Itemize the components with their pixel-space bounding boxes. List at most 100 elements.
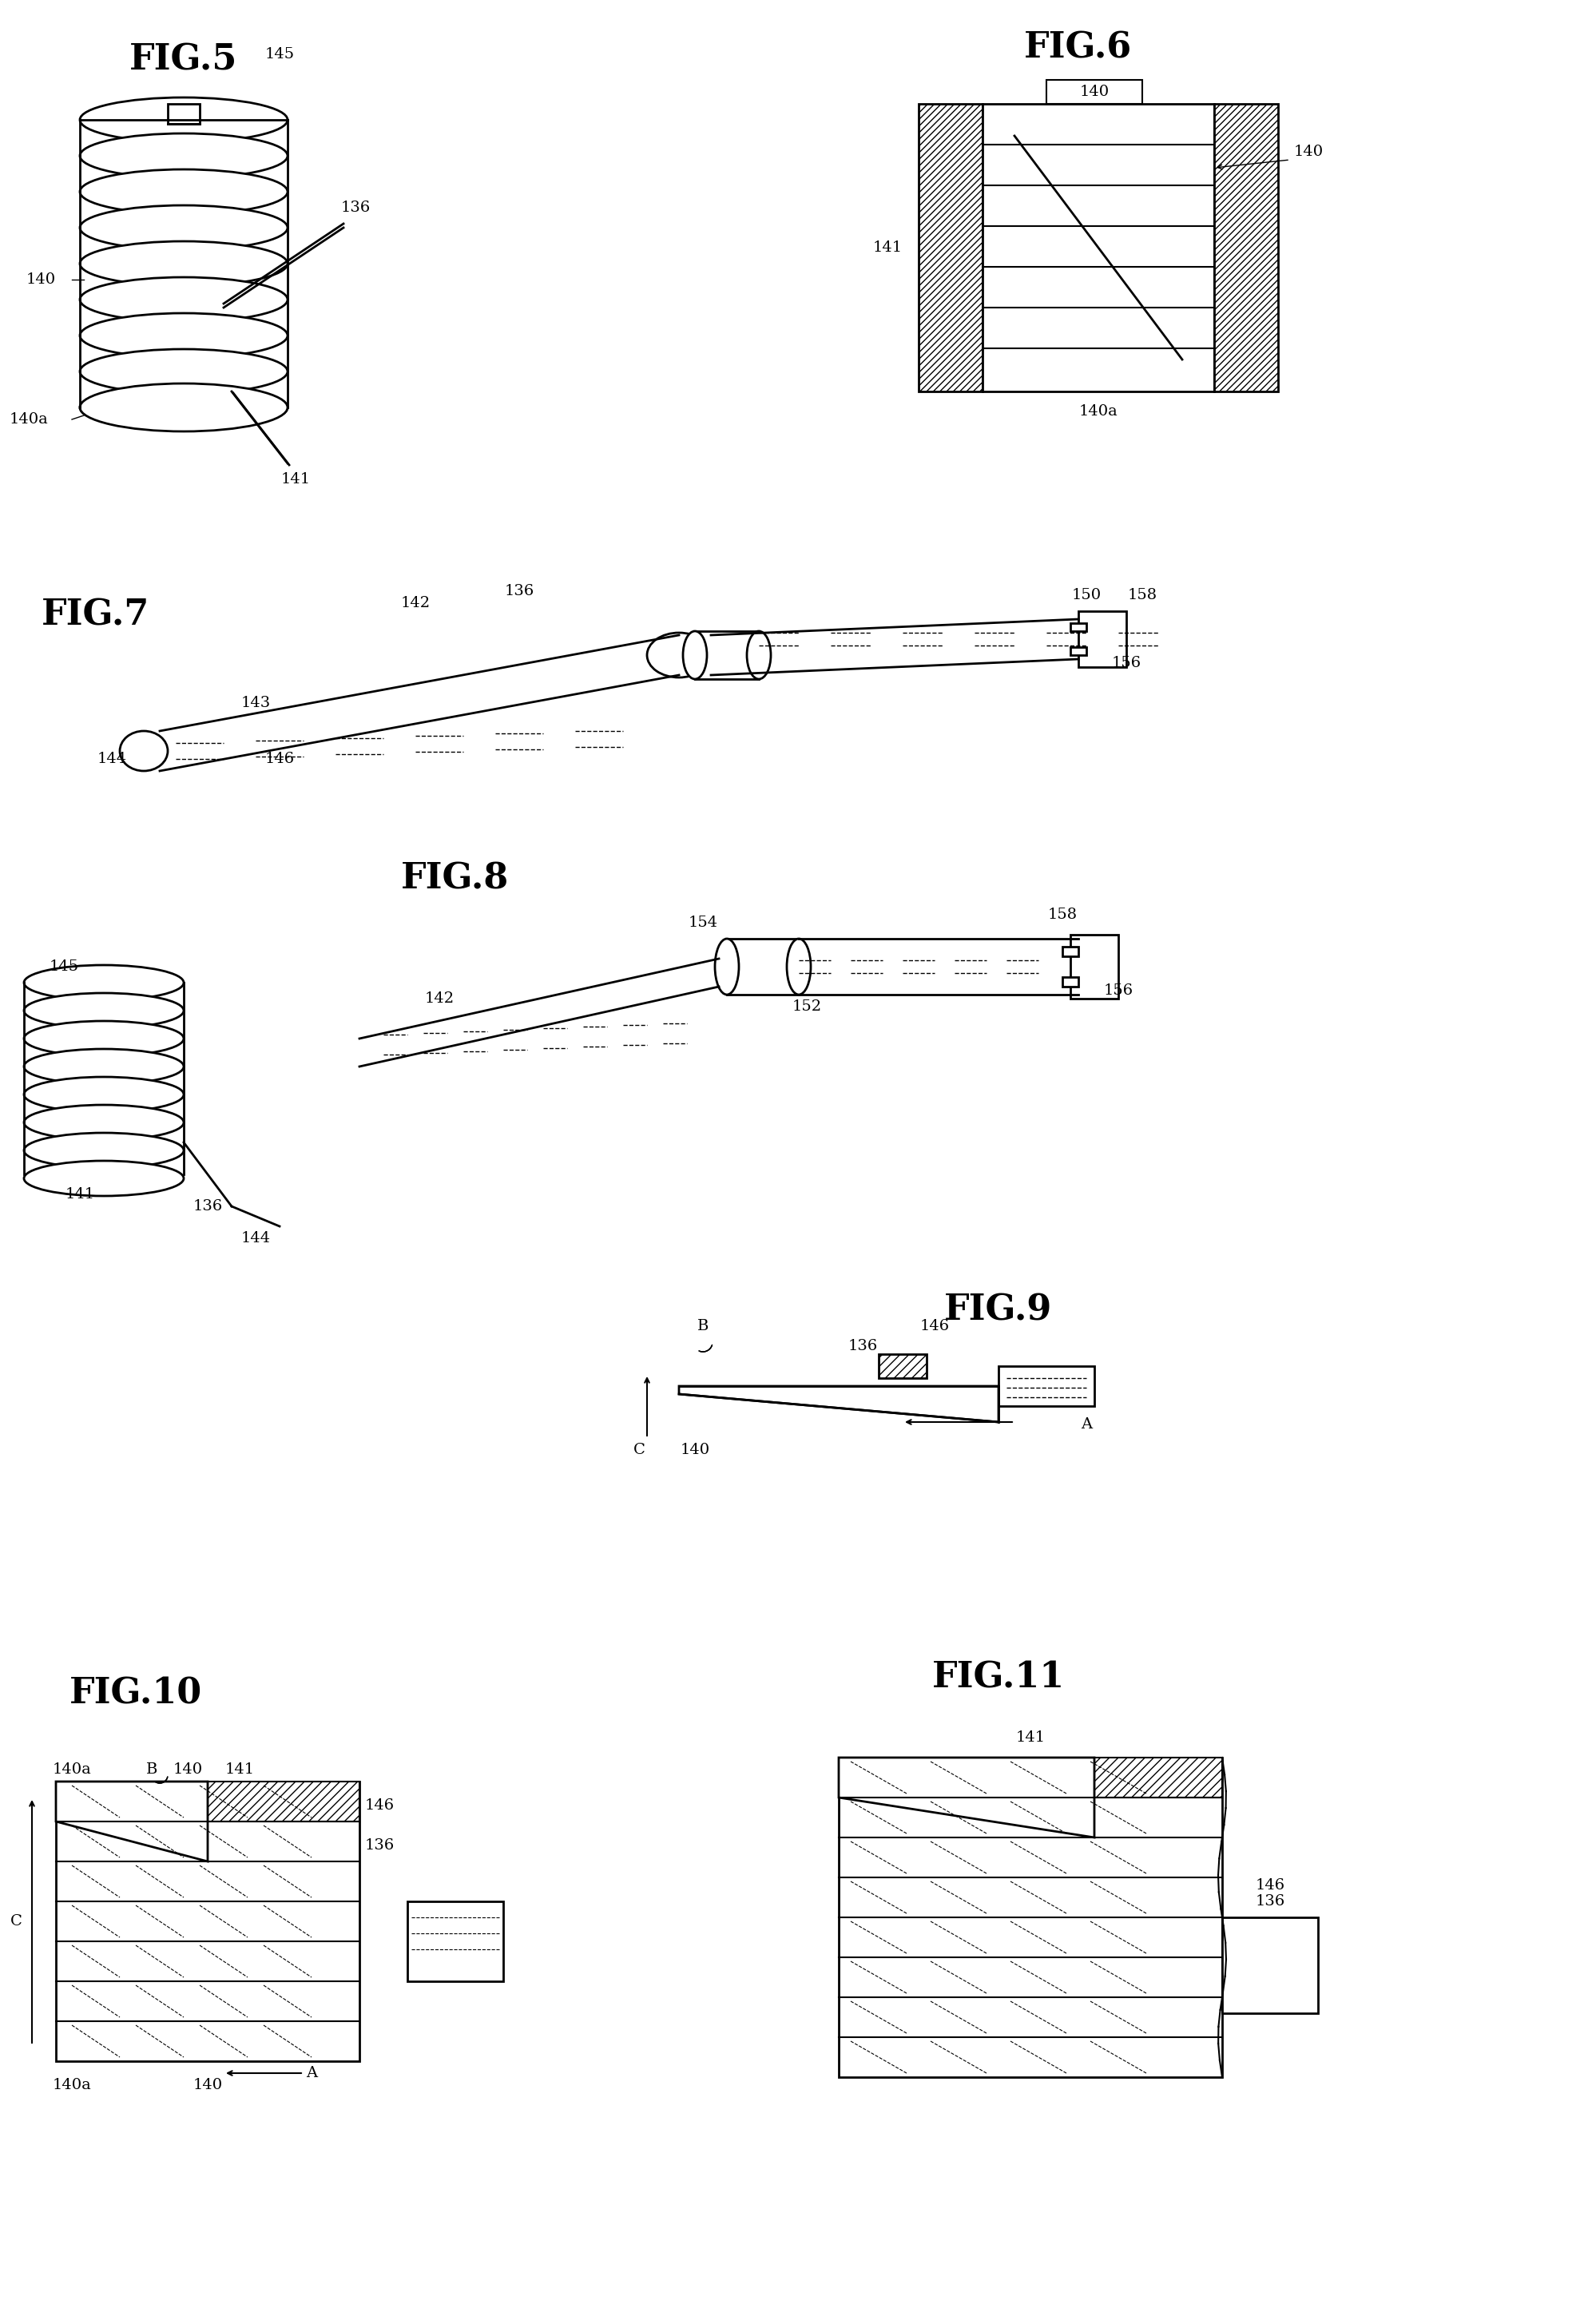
Text: 136: 136 [192, 1199, 222, 1213]
Bar [696, 632, 759, 679]
Ellipse shape [79, 386, 287, 430]
Text: A: A [1081, 1418, 1093, 1432]
Text: 140a: 140a [1078, 404, 1118, 418]
Bar [56, 1783, 359, 2061]
Bar [1070, 934, 1118, 999]
Ellipse shape [683, 632, 707, 679]
Bar [208, 1783, 359, 1822]
Ellipse shape [79, 277, 287, 323]
Ellipse shape [646, 632, 711, 679]
Text: 140: 140 [680, 1443, 710, 1457]
Text: 152: 152 [792, 999, 821, 1013]
Ellipse shape [79, 170, 287, 214]
Text: 140: 140 [192, 2078, 222, 2092]
Text: FIG.7: FIG.7 [41, 597, 149, 632]
Ellipse shape [79, 383, 287, 432]
Text: 156: 156 [1112, 655, 1142, 669]
Ellipse shape [79, 242, 287, 286]
Bar [1046, 79, 1142, 105]
Text: 143: 143 [241, 695, 270, 711]
Ellipse shape [79, 349, 287, 393]
Ellipse shape [24, 1160, 184, 1197]
Text: B: B [146, 1762, 157, 1778]
Text: 142: 142 [400, 595, 430, 611]
Ellipse shape [24, 1048, 184, 1083]
Polygon shape [838, 1757, 1094, 1838]
Text: FIG.10: FIG.10 [70, 1676, 202, 1710]
Text: 144: 144 [241, 1232, 270, 1246]
Text: 140a: 140a [52, 1762, 92, 1778]
Bar [1215, 105, 1278, 390]
Text: C: C [634, 1443, 645, 1457]
Bar [1070, 623, 1086, 632]
Text: 141: 141 [1016, 1731, 1045, 1745]
Bar [1062, 946, 1078, 955]
Bar [918, 105, 983, 390]
Text: 140a: 140a [10, 411, 48, 428]
Ellipse shape [119, 732, 168, 772]
Ellipse shape [24, 1104, 184, 1141]
Bar [1070, 646, 1086, 655]
Text: 136: 136 [365, 1838, 394, 1852]
Text: FIG.8: FIG.8 [402, 862, 510, 897]
Text: 144: 144 [97, 751, 127, 767]
Text: 146: 146 [919, 1320, 950, 1334]
Text: A: A [306, 2066, 318, 2080]
Text: 141: 141 [873, 239, 902, 256]
Text: 141: 141 [225, 1762, 254, 1778]
Text: 146: 146 [365, 1799, 394, 1813]
Polygon shape [56, 1783, 208, 1862]
Ellipse shape [79, 132, 287, 179]
Text: 158: 158 [1127, 588, 1158, 602]
Text: 146: 146 [265, 751, 294, 767]
Text: 136: 136 [1255, 1894, 1285, 1908]
Text: 140: 140 [27, 272, 56, 286]
Bar [168, 105, 200, 123]
Ellipse shape [715, 939, 738, 995]
Text: FIG.11: FIG.11 [932, 1662, 1066, 1694]
Bar [999, 1367, 1094, 1406]
Text: 136: 136 [340, 200, 370, 214]
Text: FIG.9: FIG.9 [945, 1292, 1053, 1327]
Ellipse shape [24, 1132, 184, 1169]
Ellipse shape [79, 205, 287, 251]
Polygon shape [680, 1385, 999, 1422]
Text: 141: 141 [65, 1188, 95, 1202]
Bar [838, 1757, 1223, 2078]
Ellipse shape [24, 1076, 184, 1113]
Text: 136: 136 [848, 1339, 878, 1353]
Text: 140: 140 [173, 1762, 203, 1778]
Text: 158: 158 [1048, 909, 1077, 923]
Bar [1223, 1917, 1318, 2013]
Text: 140a: 140a [52, 2078, 92, 2092]
Text: 140: 140 [1294, 144, 1324, 158]
Bar [1078, 611, 1126, 667]
Text: FIG.6: FIG.6 [1024, 30, 1132, 65]
Text: 142: 142 [424, 992, 454, 1006]
Text: 154: 154 [688, 916, 718, 930]
Ellipse shape [79, 98, 287, 142]
Text: 145: 145 [265, 46, 294, 60]
Text: 145: 145 [49, 960, 79, 974]
Text: 156: 156 [1104, 983, 1134, 997]
Ellipse shape [24, 1020, 184, 1055]
Ellipse shape [746, 632, 770, 679]
Text: B: B [697, 1320, 708, 1334]
Ellipse shape [786, 939, 811, 995]
Ellipse shape [24, 992, 184, 1027]
Bar [727, 939, 799, 995]
Text: FIG.5: FIG.5 [130, 42, 238, 77]
Bar [1094, 1757, 1223, 1796]
Text: 136: 136 [505, 583, 534, 597]
Bar [878, 1355, 927, 1378]
Ellipse shape [24, 964, 184, 999]
Text: 141: 141 [281, 472, 310, 486]
Bar [408, 1901, 503, 1982]
Text: 150: 150 [1072, 588, 1100, 602]
Text: C: C [10, 1915, 22, 1929]
Text: 146: 146 [1255, 1878, 1285, 1892]
Ellipse shape [79, 314, 287, 358]
Bar [983, 105, 1215, 390]
Bar [1062, 976, 1078, 988]
Text: 140: 140 [1080, 84, 1108, 100]
